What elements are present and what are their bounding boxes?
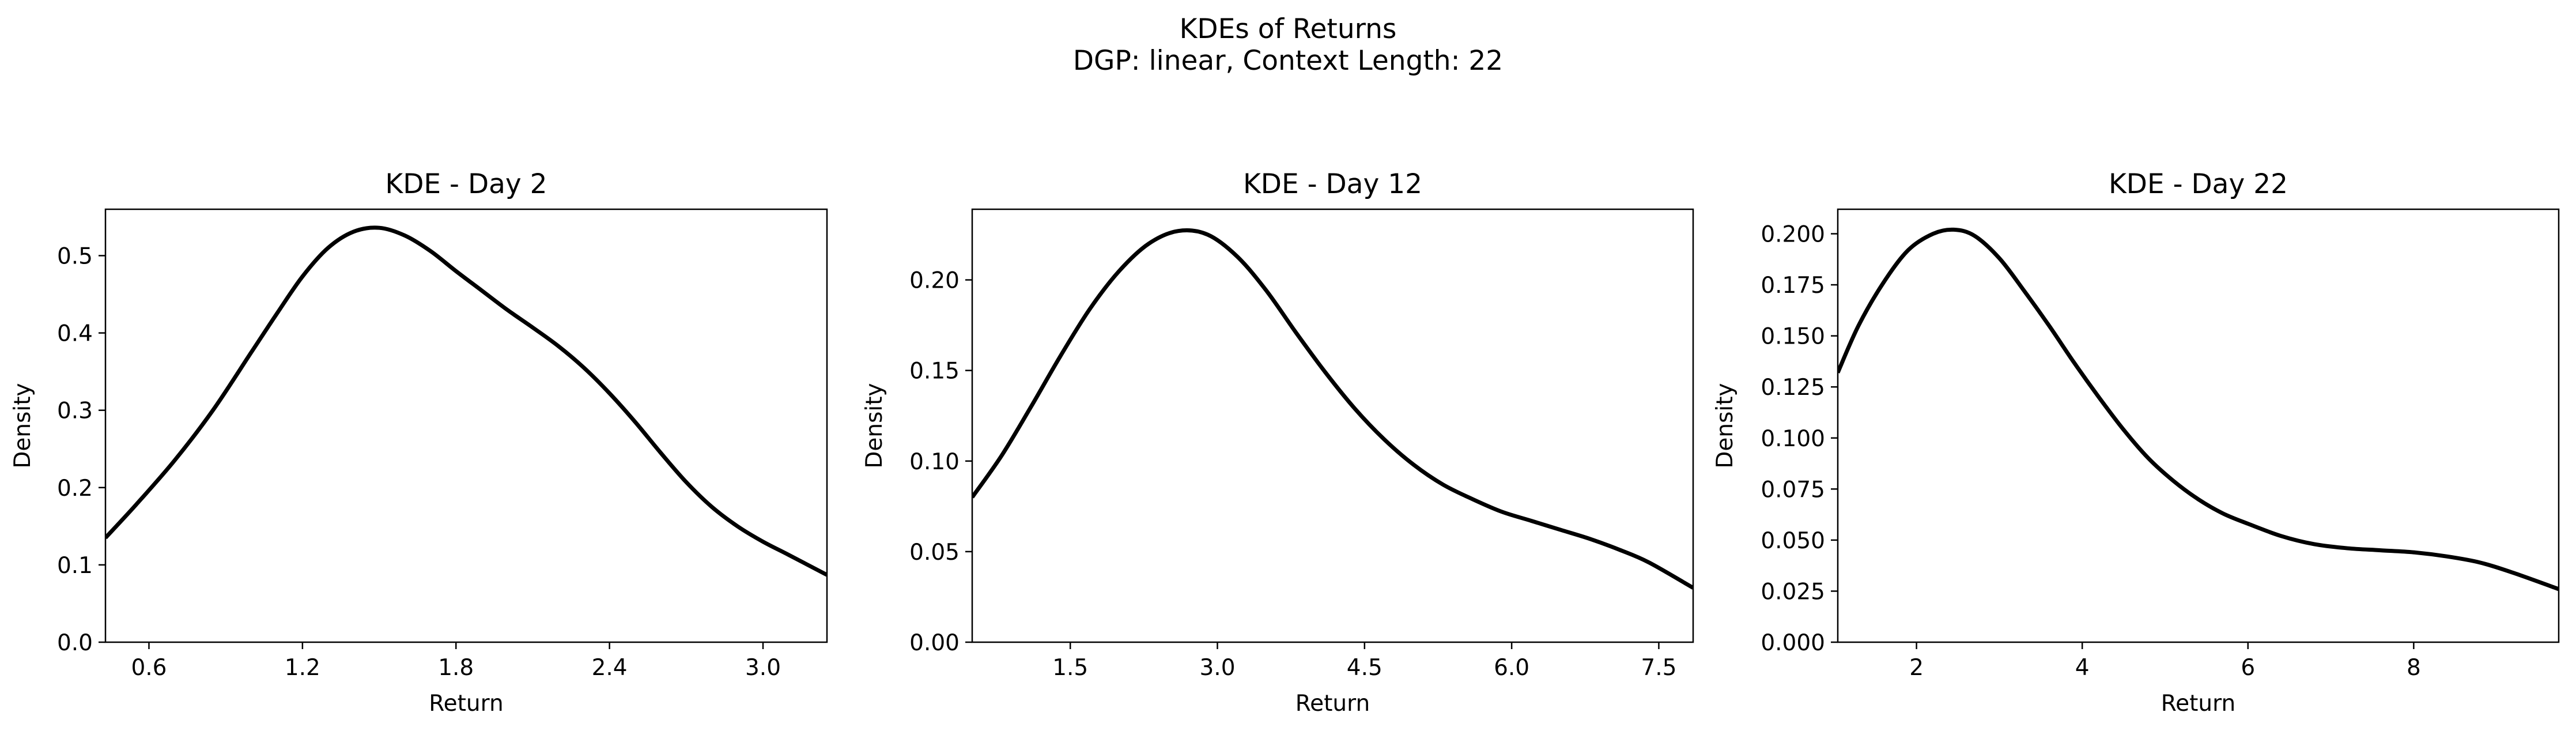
x-tick-label: 8	[2407, 655, 2421, 681]
x-tick-label: 1.2	[285, 655, 320, 681]
axes-frame	[971, 208, 1694, 643]
x-axis-label: Return	[2161, 691, 2235, 717]
x-tick-label: 7.5	[1641, 655, 1676, 681]
kde-line-1	[972, 228, 1693, 590]
x-tick-label: 6.0	[1494, 655, 1529, 681]
figure-title: KDEs of Returns	[1179, 13, 1397, 45]
y-tick-label: 0.200	[1761, 222, 1825, 248]
y-tick-label: 0.15	[909, 359, 960, 385]
x-tick-label: 4	[2075, 655, 2090, 681]
x-tick-label: 2.4	[592, 655, 628, 681]
subplot-2: 1.5 3.0 4.5 6.0 7.5 0.00 0.05 0.10 0.15 0.20 KDE -…	[862, 168, 1694, 717]
y-tick-label: 0.00	[909, 630, 960, 656]
x-tick-label: 1.8	[438, 655, 474, 681]
x-tick-label: 1.5	[1052, 655, 1088, 681]
y-tick-label: 0.05	[909, 540, 960, 566]
kde-line-1	[1838, 227, 2559, 591]
y-tick-label: 0.3	[57, 398, 93, 424]
y-axis-label: Density	[862, 383, 887, 468]
y-tick-label: 0.5	[57, 243, 93, 269]
subplot-title: KDE - Day 12	[1243, 168, 1422, 200]
y-tick-label: 0.075	[1761, 477, 1825, 503]
y-tick-label: 0.025	[1761, 579, 1825, 605]
figure-subtitle: DGP: linear, Context Length: 22	[1072, 45, 1504, 77]
subplot-title: KDE - Day 2	[385, 168, 547, 200]
y-tick-label: 0.175	[1761, 273, 1825, 299]
x-tick-label: 3.0	[745, 655, 781, 681]
y-tick-label: 0.000	[1761, 630, 1825, 656]
x-tick-label: 3.0	[1199, 655, 1235, 681]
y-tick-label: 0.20	[909, 268, 960, 294]
x-tick-label: 6	[2241, 655, 2255, 681]
y-tick-label: 0.10	[909, 449, 960, 475]
y-tick-label: 0.150	[1761, 324, 1825, 350]
y-tick-label: 0.1	[57, 553, 93, 579]
y-axis-label: Density	[1712, 383, 1738, 468]
subplot-1: 0.6 1.2 1.8 2.4 3.0 0.0 0.1 0.2 0.3 0.4 0.5 KDE - D…	[10, 168, 828, 717]
y-tick-label: 0.050	[1761, 528, 1825, 554]
y-tick-label: 0.100	[1761, 426, 1825, 452]
axes-frame	[104, 208, 828, 643]
x-tick-label: 4.5	[1347, 655, 1383, 681]
kde-line-1	[105, 225, 827, 577]
x-tick-label: 2	[1909, 655, 1924, 681]
y-tick-label: 0.125	[1761, 375, 1825, 401]
y-axis-label: Density	[10, 383, 36, 468]
axes-frame	[1837, 208, 2560, 643]
subplot-3: 2 4 6 8 0.000 0.025 0.050 0.075 0.100 0.125 0.150 0…	[1712, 168, 2560, 717]
subplot-title: KDE - Day 22	[2109, 168, 2288, 200]
y-tick-label: 0.2	[57, 476, 93, 502]
y-tick-label: 0.4	[57, 321, 93, 347]
x-axis-label: Return	[429, 691, 503, 717]
y-tick-label: 0.0	[57, 630, 93, 656]
x-tick-label: 0.6	[131, 655, 167, 681]
x-axis-label: Return	[1295, 691, 1370, 717]
